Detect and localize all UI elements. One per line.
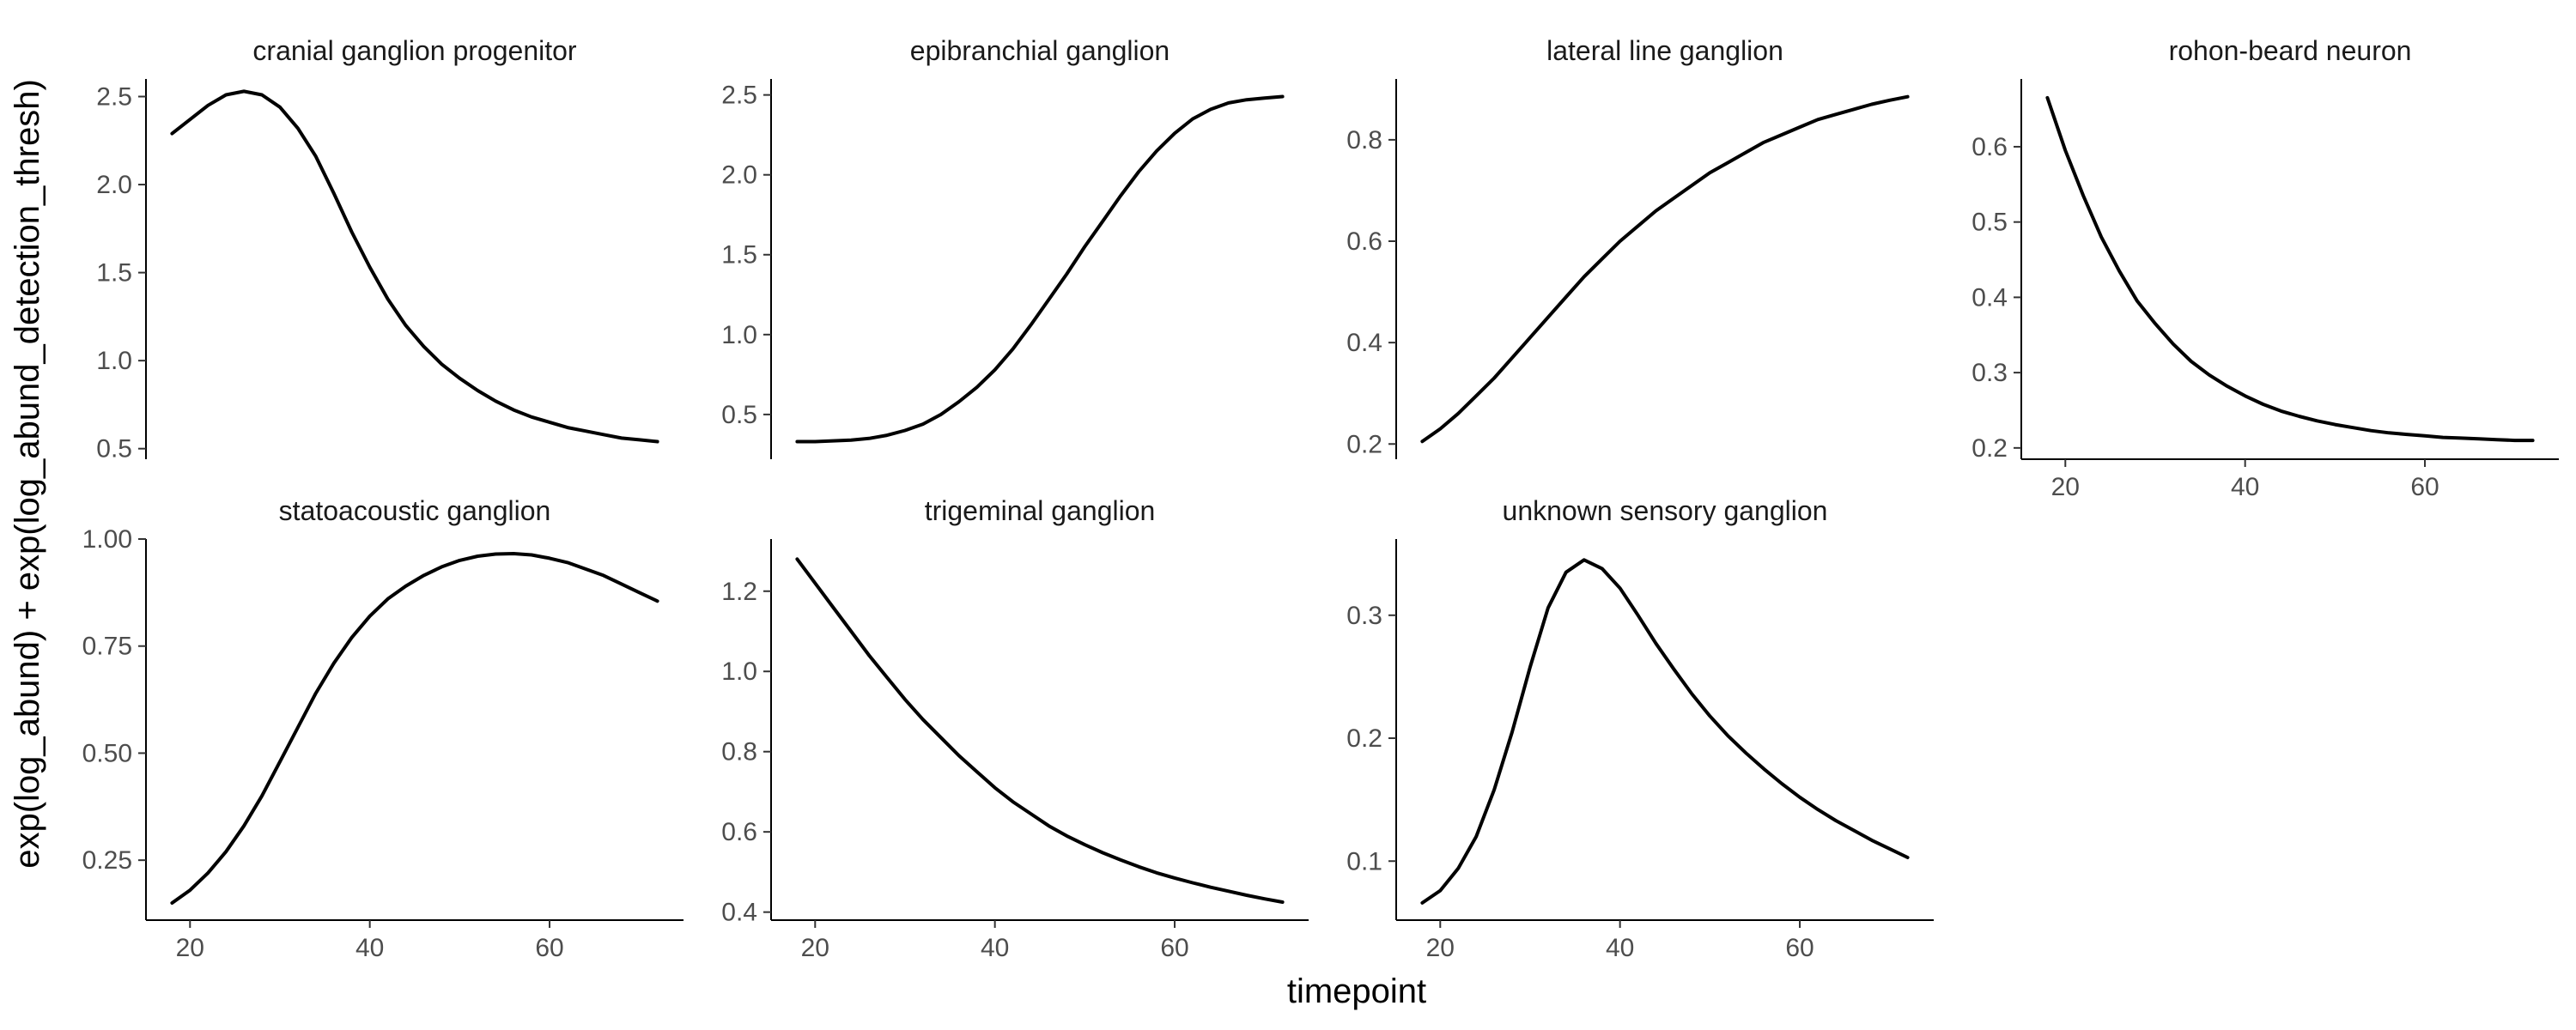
y-tick-label: 1.5 (721, 241, 757, 270)
y-tick-label: 0.8 (721, 738, 757, 766)
y-tick-label: 0.4 (1346, 329, 1382, 357)
y-tick-label: 2.0 (721, 161, 757, 190)
facet-panel: trigeminal ganglion 0.4 0.6 0.8 1.0 1.2 20 40 60 (721, 495, 1309, 962)
facet-panel: rohon-beard neuron 0.2 0.3 0.4 0.5 0.6 20 40 60 (1971, 35, 2559, 501)
series-line (795, 94, 1285, 444)
facet-title: statoacoustic ganglion (279, 495, 551, 526)
x-tick-label: 40 (355, 934, 384, 962)
y-tick-label: 0.2 (1971, 434, 2008, 463)
y-tick-label: 0.6 (721, 818, 757, 846)
y-axis-title: exp(log_abund) + exp(log_abund_detection… (9, 79, 46, 869)
facet-title: trigeminal ganglion (925, 495, 1156, 526)
x-tick-label: 40 (1606, 934, 1634, 962)
series-line (170, 89, 659, 444)
x-tick-label: 20 (801, 934, 829, 962)
y-tick-label: 0.4 (1971, 283, 2008, 312)
y-tick-label: 2.5 (96, 83, 132, 112)
y-tick-label: 0.3 (1971, 359, 2008, 387)
facet-panels: cranial ganglion progenitor 0.5 1.0 1.5 2.0 2… (82, 35, 2559, 962)
y-tick-label: 0.75 (82, 633, 132, 661)
y-tick-label: 2.0 (96, 171, 132, 199)
x-tick-label: 60 (1160, 934, 1188, 962)
y-tick-label: 1.2 (721, 578, 757, 606)
y-tick-label: 0.50 (82, 739, 132, 767)
y-tick-label: 0.4 (721, 899, 757, 927)
y-tick-label: 0.2 (1346, 724, 1382, 753)
y-tick-label: 1.0 (96, 347, 132, 375)
x-tick-label: 20 (176, 934, 204, 962)
facet-panel: lateral line ganglion 0.2 0.4 0.6 0.8 (1346, 35, 1910, 459)
facet-title: lateral line ganglion (1546, 35, 1783, 66)
y-tick-label: 1.0 (721, 321, 757, 349)
facet-title: cranial ganglion progenitor (252, 35, 576, 66)
series-line (1420, 94, 1910, 444)
y-tick-label: 0.5 (96, 435, 132, 464)
facet-panel: statoacoustic ganglion 0.25 0.50 0.75 1.00 20… (82, 495, 683, 962)
x-tick-label: 60 (535, 934, 563, 962)
y-tick-label: 0.5 (1971, 209, 2008, 237)
y-tick-label: 0.6 (1971, 133, 2008, 161)
y-tick-label: 0.25 (82, 846, 132, 875)
x-tick-label: 40 (2231, 473, 2259, 501)
x-tick-label: 60 (2410, 473, 2439, 501)
x-tick-label: 40 (981, 934, 1009, 962)
y-tick-label: 1.5 (96, 259, 132, 288)
y-tick-label: 0.1 (1346, 847, 1382, 876)
x-tick-label: 20 (2051, 473, 2080, 501)
y-tick-label: 0.5 (721, 401, 757, 429)
y-tick-label: 0.8 (1346, 126, 1382, 154)
series-line (170, 552, 659, 905)
y-tick-label: 1.00 (82, 525, 132, 554)
series-line (2045, 95, 2535, 443)
series-line (1420, 558, 1910, 905)
series-line (795, 557, 1285, 904)
y-tick-label: 0.3 (1346, 602, 1382, 630)
y-tick-label: 1.0 (721, 657, 757, 686)
x-tick-label: 60 (1785, 934, 1814, 962)
y-tick-label: 2.5 (721, 82, 757, 110)
facet-title: rohon-beard neuron (2169, 35, 2412, 66)
facet-panel: cranial ganglion progenitor 0.5 1.0 1.5 2.0 2… (96, 35, 659, 464)
facet-panel: epibranchial ganglion 0.5 1.0 1.5 2.0 2.5 (721, 35, 1285, 459)
facet-title: unknown sensory ganglion (1503, 495, 1828, 526)
facet-panel: unknown sensory ganglion 0.1 0.2 0.3 20 40 60 (1346, 495, 1934, 962)
y-tick-label: 0.2 (1346, 430, 1382, 458)
y-tick-label: 0.6 (1346, 227, 1382, 256)
x-axis-title: timepoint (1287, 972, 1426, 1010)
x-tick-label: 20 (1426, 934, 1455, 962)
facet-title: epibranchial ganglion (910, 35, 1170, 66)
